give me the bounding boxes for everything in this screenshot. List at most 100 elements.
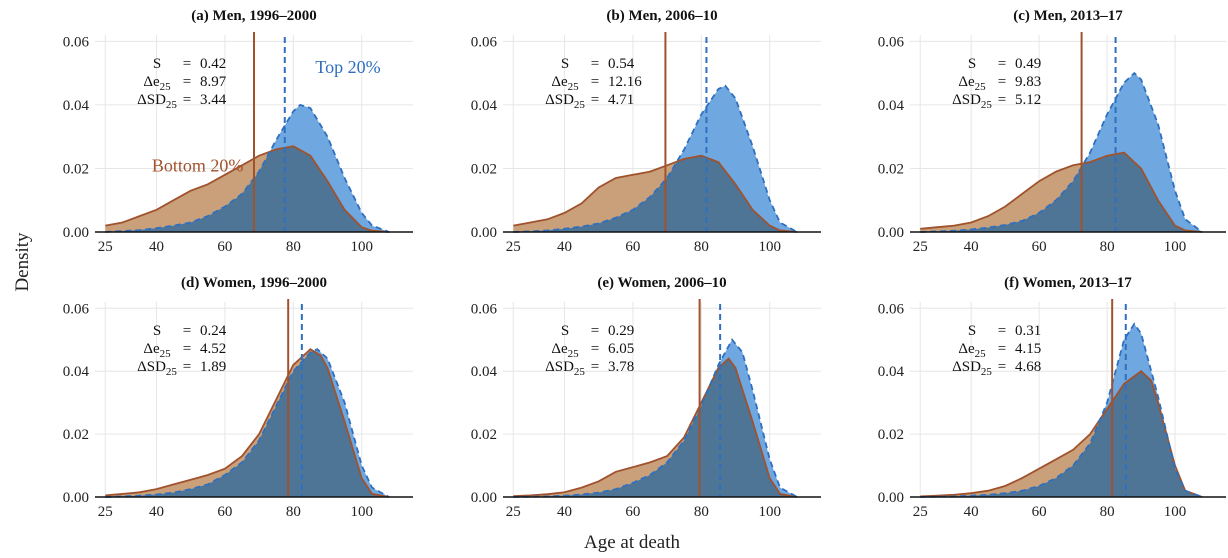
x-tick-label: 100 xyxy=(758,504,781,520)
y-tick-label: 0.02 xyxy=(471,161,497,177)
stat-label: S xyxy=(153,56,161,72)
x-tick-label: 40 xyxy=(557,504,572,520)
overlap-area xyxy=(513,155,798,232)
y-tick-label: 0.04 xyxy=(878,364,905,380)
x-tick-label: 40 xyxy=(149,504,164,520)
stat-value: 0.31 xyxy=(1015,323,1041,339)
y-tick-label: 0.06 xyxy=(471,301,498,317)
x-axis-title: Age at death xyxy=(584,532,681,553)
x-tick-label: 100 xyxy=(1164,239,1187,255)
stat-value: 0.24 xyxy=(200,323,227,339)
stat-value: 1.89 xyxy=(200,359,226,375)
panel: (c) Men, 2013–17 25 40 60 80 100 0.00 0.02 0.04 0… xyxy=(878,8,1226,255)
stat-label: S xyxy=(561,56,569,72)
bottom-20-line xyxy=(105,145,390,233)
y-tick-label: 0.04 xyxy=(471,364,498,380)
panel: (f) Women, 2013–17 25 40 60 80 100 0.00 0.02 0.0… xyxy=(878,275,1226,520)
stat-label: S xyxy=(968,323,976,339)
stat-label: S xyxy=(561,323,569,339)
stat-value: 4.52 xyxy=(200,341,226,357)
overlap-area xyxy=(920,152,1203,232)
stat-equals: = xyxy=(183,92,191,108)
stat-label: ΔSD25 xyxy=(545,92,585,111)
x-tick-label: 100 xyxy=(350,239,373,255)
x-tick-label: 40 xyxy=(964,239,979,255)
x-tick-label: 100 xyxy=(350,504,373,520)
panel: (a) Men, 1996–2000 25 40 60 80 100 0.00 0.02 0.0… xyxy=(63,8,413,255)
stat-value: 0.49 xyxy=(1015,56,1041,72)
y-tick-label: 0.04 xyxy=(63,98,90,114)
panel-title: (e) Women, 2006–10 xyxy=(597,275,726,291)
overlap-area xyxy=(105,351,390,497)
x-tick-label: 60 xyxy=(217,239,232,255)
x-tick-label: 80 xyxy=(286,239,301,255)
top-20-line xyxy=(513,338,798,498)
bottom-20-line xyxy=(105,348,390,498)
y-tick-label: 0.02 xyxy=(63,427,89,443)
top-20-line xyxy=(105,348,390,498)
y-tick-label: 0.00 xyxy=(471,225,497,241)
stat-equals: = xyxy=(998,92,1006,108)
x-tick-label: 40 xyxy=(149,239,164,255)
y-tick-label: 0.06 xyxy=(878,301,905,317)
x-tick-label: 80 xyxy=(694,239,709,255)
stat-value: 0.29 xyxy=(608,323,634,339)
x-tick-label: 100 xyxy=(1164,504,1187,520)
stat-value: 3.78 xyxy=(608,359,634,375)
stat-label: ΔSD25 xyxy=(952,359,992,378)
stat-label: Δe25 xyxy=(958,74,986,93)
y-tick-label: 0.02 xyxy=(63,161,89,177)
y-tick-label: 0.02 xyxy=(471,427,497,443)
stat-value: 6.05 xyxy=(608,341,634,357)
x-tick-label: 60 xyxy=(1032,504,1047,520)
y-tick-label: 0.02 xyxy=(878,427,904,443)
stat-equals: = xyxy=(591,341,599,357)
stat-label: Δe25 xyxy=(143,74,171,93)
x-tick-label: 25 xyxy=(98,504,113,520)
stat-equals: = xyxy=(591,359,599,375)
x-tick-label: 25 xyxy=(98,239,113,255)
stat-label: Δe25 xyxy=(958,341,986,360)
y-tick-label: 0.00 xyxy=(878,225,904,241)
panel: (b) Men, 2006–10 25 40 60 80 100 0.00 0.02 0.04 0… xyxy=(471,8,821,255)
stat-value: 4.68 xyxy=(1015,359,1041,375)
top-20-line xyxy=(105,103,390,233)
x-tick-label: 40 xyxy=(557,239,572,255)
overlap-area xyxy=(920,371,1203,497)
y-tick-label: 0.00 xyxy=(878,490,904,506)
stat-equals: = xyxy=(998,341,1006,357)
stat-equals: = xyxy=(998,323,1006,339)
y-tick-label: 0.02 xyxy=(878,161,904,177)
top-20-line xyxy=(920,322,1203,498)
y-tick-label: 0.04 xyxy=(471,98,498,114)
stat-equals: = xyxy=(591,74,599,90)
bottom-20-line xyxy=(513,154,798,233)
y-tick-label: 0.00 xyxy=(63,225,89,241)
stat-label: ΔSD25 xyxy=(137,359,177,378)
y-tick-label: 0.06 xyxy=(878,34,905,50)
stat-value: 3.44 xyxy=(200,92,227,108)
x-tick-label: 40 xyxy=(964,504,979,520)
stat-equals: = xyxy=(998,74,1006,90)
y-tick-label: 0.00 xyxy=(63,490,89,506)
stat-equals: = xyxy=(591,92,599,108)
stat-equals: = xyxy=(591,323,599,339)
stat-value: 8.97 xyxy=(200,74,227,90)
x-tick-label: 25 xyxy=(506,239,521,255)
stat-label: ΔSD25 xyxy=(137,92,177,111)
x-tick-label: 25 xyxy=(506,504,521,520)
top-20-line xyxy=(513,84,798,233)
y-tick-label: 0.06 xyxy=(63,301,90,317)
x-tick-label: 60 xyxy=(1032,239,1047,255)
bottom-20-line xyxy=(513,357,798,498)
y-tick-label: 0.04 xyxy=(63,364,90,380)
stat-value: 4.15 xyxy=(1015,341,1041,357)
stat-value: 0.42 xyxy=(200,56,226,72)
stat-label: S xyxy=(153,323,161,339)
y-tick-label: 0.06 xyxy=(63,34,90,50)
x-tick-label: 25 xyxy=(913,504,928,520)
panel-title: (d) Women, 1996–2000 xyxy=(181,275,327,291)
stat-label: ΔSD25 xyxy=(545,359,585,378)
stat-equals: = xyxy=(183,359,191,375)
